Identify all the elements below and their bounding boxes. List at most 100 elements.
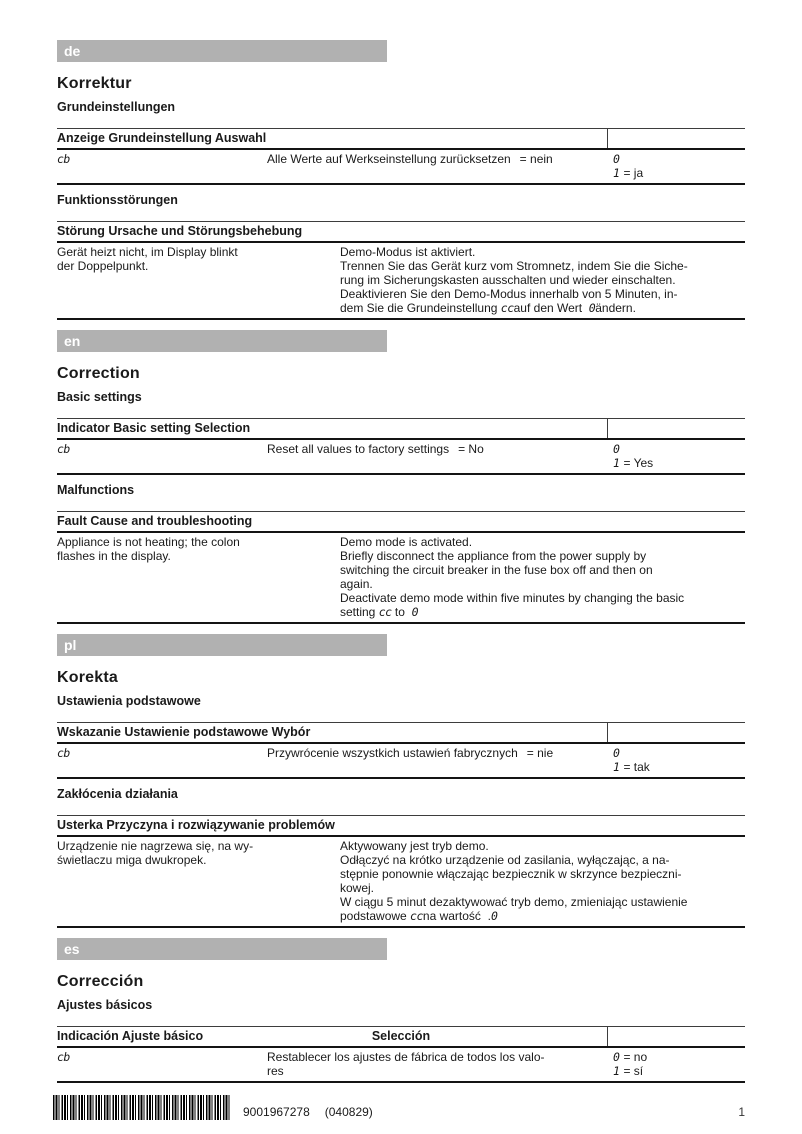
page-content: de Korrektur Grundeinstellungen Anzeige … (57, 0, 745, 1083)
option-1: 1 = Yes (613, 456, 745, 470)
barcode (53, 1095, 230, 1120)
remedy-text: Demo mode is activated. Briefly disconne… (340, 535, 685, 605)
section-es: es Corrección Ajustes básicos Indicación… (57, 938, 745, 1083)
option-0-value: 0 (613, 152, 620, 166)
remedy-cell: Demo-Modus ist aktiviert. Trennen Sie da… (340, 245, 745, 315)
option-1-value: 1 (613, 760, 620, 774)
remedy-text: Demo-Modus ist aktiviert. Trennen Sie da… (340, 245, 688, 301)
fault-cell: Appliance is not heating; the colon flas… (57, 535, 240, 563)
table-header-row: Wskazanie Ustawienie podstawowe Wybór (57, 723, 745, 744)
remedy-last-line: setting cc to 0 (340, 605, 745, 619)
display-value-inline: 0 (490, 909, 498, 923)
setting-cell: Alle Werte auf Werkseinstellung zurückse… (267, 152, 607, 180)
display-code-inline: cc (500, 301, 514, 315)
remedy-part: ändern. (595, 301, 636, 315)
selection-cell: 0 1 = Yes (607, 442, 745, 470)
section-title: Correction (57, 365, 140, 382)
option-0-label: = no (623, 1050, 648, 1064)
fault-cell: Gerät heizt nicht, im Display blinkt der… (57, 245, 238, 273)
table-row: Appliance is not heating; the colon flas… (57, 533, 745, 622)
display-code: cb (57, 746, 70, 760)
setting-text: Restablecer los ajustes de fábrica de to… (267, 1050, 545, 1078)
setting-text: Alle Werte auf Werkseinstellung zurückse… (267, 152, 511, 166)
table-row: Urządzenie nie nagrzewa się, na wy- świe… (57, 837, 745, 926)
language-bar-en: en (57, 330, 387, 352)
display-code: cb (57, 442, 70, 456)
remedy-text: Aktywowany jest tryb demo. Odłączyć na k… (340, 839, 688, 909)
display-code-inline: cc (410, 909, 423, 923)
faults-heading: Zakłócenia działania (57, 787, 178, 801)
basic-settings-table: Wskazanie Ustawienie podstawowe Wybór cb… (57, 722, 745, 779)
table-header: Indicator Basic setting Selection (57, 421, 251, 435)
table-header: Indicación Ajuste básico (57, 1029, 204, 1043)
doc-date: (040829) (324, 1105, 373, 1119)
setting-default: = nein (519, 152, 553, 166)
remedy-part: auf den Wert (513, 301, 589, 315)
remedy-part: na wartość . (422, 909, 491, 923)
remedy-part: to (391, 605, 412, 619)
table-header: Wskazanie Ustawienie podstawowe Wybór (57, 725, 311, 739)
remedy-cell: Aktywowany jest tryb demo. Odłączyć na k… (340, 839, 745, 923)
basics-heading: Grundeinstellungen (57, 100, 176, 114)
table-row: cb Reset all values to factory settings =… (57, 440, 745, 473)
table-header: Usterka Przyczyna i rozwiązywanie proble… (57, 818, 335, 832)
option-1-label: = tak (623, 760, 650, 774)
table-header-row: Indicación Ajuste básico Selección (57, 1027, 745, 1048)
option-1-value: 1 (613, 456, 620, 470)
option-1-label: = ja (623, 166, 644, 180)
option-0-value: 0 (613, 442, 620, 456)
column-divider (607, 723, 608, 742)
table-header-row: Indicator Basic setting Selection (57, 419, 745, 440)
option-1: 1 = ja (613, 166, 745, 180)
table-header-row: Usterka Przyczyna i rozwiązywanie proble… (57, 816, 745, 837)
table-header: Anzeige Grundeinstellung Auswahl (57, 131, 267, 145)
language-bar-es: es (57, 938, 387, 960)
remedy-part: podstawowe (340, 909, 411, 923)
table-header-row: Störung Ursache und Störungsbehebung (57, 222, 745, 243)
option-0: 0 = no (613, 1050, 745, 1064)
table-row: cb Przywrócenie wszystkich ustawień fabr… (57, 744, 745, 777)
section-pl: pl Korekta Ustawienia podstawowe Wskazan… (57, 634, 745, 928)
fault-cell: Urządzenie nie nagrzewa się, na wy- świe… (57, 839, 254, 867)
table-header-selection: Selección (371, 1029, 431, 1043)
option-0: 0 (613, 746, 745, 760)
basic-settings-table: Anzeige Grundeinstellung Auswahl cb Alle… (57, 128, 745, 185)
table-row: cb Alle Werte auf Werkseinstellung zurüc… (57, 150, 745, 183)
option-1-value: 1 (613, 1064, 620, 1078)
faults-heading: Funktionsstörungen (57, 193, 178, 207)
display-value-inline: 0 (411, 605, 419, 619)
language-code: en (64, 333, 81, 349)
option-0-value: 0 (613, 1050, 620, 1064)
section-title: Korrektur (57, 75, 132, 92)
option-0: 0 (613, 152, 745, 166)
troubleshooting-table: Störung Ursache und Störungsbehebung Ger… (57, 221, 745, 320)
basics-heading: Basic settings (57, 390, 142, 404)
troubleshooting-table: Fault Cause and troubleshooting Applianc… (57, 511, 745, 624)
remedy-cell: Demo mode is activated. Briefly disconne… (340, 535, 745, 619)
page-number: 1 (738, 1105, 745, 1119)
section-title: Corrección (57, 973, 144, 990)
table-header-row: Fault Cause and troubleshooting (57, 512, 745, 533)
faults-heading: Malfunctions (57, 483, 135, 497)
language-code: de (64, 43, 81, 59)
remedy-last-line: podstawowe ccna wartość .0 (340, 909, 745, 923)
troubleshooting-table: Usterka Przyczyna i rozwiązywanie proble… (57, 815, 745, 928)
display-code: cb (57, 152, 70, 166)
option-1: 1 = sí (613, 1064, 745, 1078)
remedy-part: setting (340, 605, 379, 619)
option-1-label: = Yes (623, 456, 654, 470)
display-value-inline: 0 (588, 301, 596, 315)
table-row: Gerät heizt nicht, im Display blinkt der… (57, 243, 745, 318)
setting-default: = nie (526, 746, 554, 760)
language-code: es (64, 941, 80, 957)
column-divider (607, 419, 608, 438)
section-title: Korekta (57, 669, 118, 686)
selection-cell: 0 1 = ja (607, 152, 745, 180)
basic-settings-table: Indicación Ajuste básico Selección cb Re… (57, 1026, 745, 1083)
language-bar-de: de (57, 40, 387, 62)
selection-cell: 0 = no 1 = sí (607, 1050, 745, 1078)
footer: 9001967278 (040829) 1 (53, 1095, 745, 1123)
doc-number: 9001967278 (243, 1105, 310, 1119)
column-divider (607, 129, 608, 148)
setting-text: Przywrócenie wszystkich ustawień fabrycz… (267, 746, 518, 760)
